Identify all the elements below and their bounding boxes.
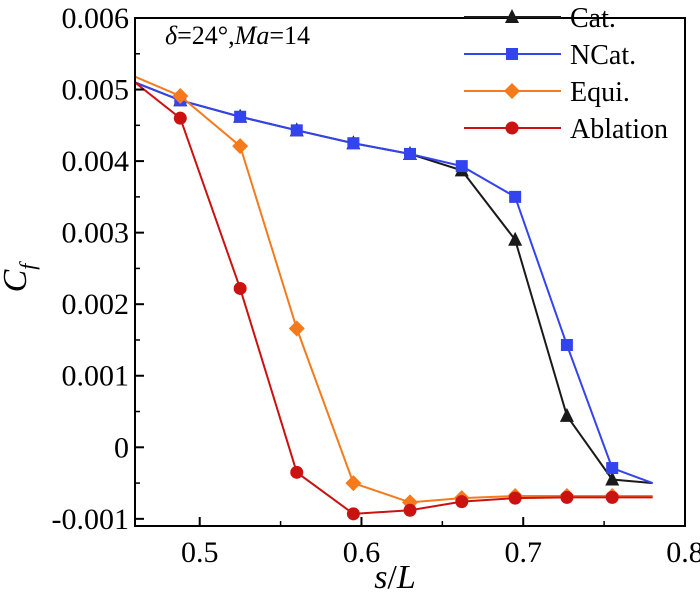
y-tick-label: 0.003 xyxy=(62,217,130,250)
data-point xyxy=(232,138,249,155)
legend-label: NCat. xyxy=(570,40,636,71)
data-point xyxy=(605,471,620,486)
legend-item: Ablation xyxy=(464,114,668,145)
series-ablation xyxy=(135,81,653,521)
data-point xyxy=(173,111,187,125)
series-layer xyxy=(135,75,653,521)
legend-marker xyxy=(505,121,519,135)
x-tick-label: 0.6 xyxy=(343,536,381,569)
data-point xyxy=(233,281,247,295)
data-point xyxy=(508,231,523,246)
series-line xyxy=(135,81,653,515)
data-point xyxy=(560,490,574,504)
y-tick-label: 0.002 xyxy=(62,288,130,321)
ticks-layer: 0.5 0.6 0.7 0.8 -0.001 0 0.001 0.002 0.003 0.004 0… xyxy=(52,2,700,569)
plot-frame xyxy=(134,17,686,527)
legend-label: Cat. xyxy=(570,3,616,34)
y-tick-label: 0 xyxy=(114,431,129,464)
y-tick-label: 0.001 xyxy=(62,360,130,393)
legend-item: Equi. xyxy=(464,77,630,108)
data-point xyxy=(404,147,416,160)
x-tick-label: 0.7 xyxy=(504,536,542,569)
data-point xyxy=(509,190,522,203)
y-axis-label: Cf xyxy=(0,261,40,293)
data-point xyxy=(234,110,247,123)
data-point xyxy=(345,475,362,492)
data-point xyxy=(455,160,468,173)
annotation-text: δ=24°,Ma=14 xyxy=(165,21,310,50)
data-point xyxy=(605,490,619,504)
x-tick-label: 0.5 xyxy=(181,536,219,569)
legend-marker xyxy=(505,9,519,23)
legend: Cat. NCat. Equi. Ablation xyxy=(464,3,668,145)
data-point xyxy=(508,491,522,505)
data-point xyxy=(346,507,360,521)
data-point xyxy=(290,124,303,137)
x-axis-label: s/L xyxy=(374,559,416,596)
legend-label: Ablation xyxy=(570,114,668,145)
y-tick-label: 0.006 xyxy=(62,2,130,35)
legend-label: Equi. xyxy=(570,77,630,108)
y-tick-label: 0.005 xyxy=(62,74,130,107)
data-point xyxy=(559,407,574,422)
data-point xyxy=(606,462,619,475)
data-point xyxy=(455,495,469,509)
legend-marker xyxy=(504,83,520,99)
data-point xyxy=(290,465,304,479)
y-tick-label: -0.001 xyxy=(52,503,130,536)
legend-item: Cat. xyxy=(464,3,616,34)
x-tick-label: 0.8 xyxy=(666,536,700,569)
legend-marker xyxy=(506,48,518,60)
y-tick-label: 0.004 xyxy=(62,145,130,178)
data-point xyxy=(403,503,417,517)
legend-item: NCat. xyxy=(464,40,636,71)
data-point xyxy=(560,338,573,351)
data-point xyxy=(347,137,360,150)
data-point xyxy=(288,320,305,337)
data-point xyxy=(172,87,189,104)
